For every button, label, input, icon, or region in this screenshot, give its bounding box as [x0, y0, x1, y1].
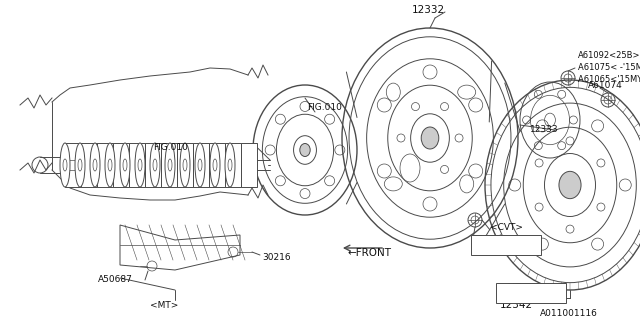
- Ellipse shape: [400, 154, 420, 182]
- Text: ←FRONT: ←FRONT: [348, 248, 392, 258]
- Bar: [177, 143, 193, 187]
- Ellipse shape: [135, 143, 145, 187]
- Ellipse shape: [300, 143, 310, 156]
- Ellipse shape: [105, 143, 115, 187]
- Ellipse shape: [195, 143, 205, 187]
- Bar: [81, 143, 97, 187]
- Text: <MT>: <MT>: [150, 300, 179, 309]
- Bar: [97, 143, 113, 187]
- Ellipse shape: [458, 85, 476, 99]
- Bar: [209, 143, 225, 187]
- Bar: [129, 143, 145, 187]
- Ellipse shape: [225, 143, 235, 187]
- Ellipse shape: [387, 83, 400, 101]
- Text: A61075< -'15MY1412><36D>: A61075< -'15MY1412><36D>: [578, 62, 640, 71]
- Ellipse shape: [421, 127, 439, 149]
- Ellipse shape: [183, 159, 187, 171]
- Text: 12342: 12342: [500, 300, 533, 310]
- Ellipse shape: [213, 159, 217, 171]
- Ellipse shape: [108, 159, 112, 171]
- Text: A61092<25B>: A61092<25B>: [578, 51, 640, 60]
- Ellipse shape: [63, 159, 67, 171]
- Ellipse shape: [78, 159, 82, 171]
- Text: <CVT>: <CVT>: [490, 223, 523, 233]
- FancyBboxPatch shape: [496, 283, 566, 303]
- Ellipse shape: [198, 159, 202, 171]
- Text: A61065<'15MY1501- ><36D>: A61065<'15MY1501- ><36D>: [578, 75, 640, 84]
- Text: 12333: 12333: [530, 125, 559, 134]
- Ellipse shape: [228, 159, 232, 171]
- FancyBboxPatch shape: [471, 235, 541, 255]
- Bar: [225, 143, 241, 187]
- Ellipse shape: [60, 143, 70, 187]
- Ellipse shape: [165, 143, 175, 187]
- Text: A011001116: A011001116: [540, 308, 598, 317]
- Ellipse shape: [123, 159, 127, 171]
- Ellipse shape: [120, 143, 130, 187]
- Text: FIG.010: FIG.010: [307, 103, 342, 113]
- Ellipse shape: [210, 143, 220, 187]
- Bar: [241, 143, 257, 187]
- Ellipse shape: [384, 177, 403, 191]
- Text: <MT>: <MT>: [500, 284, 529, 292]
- Ellipse shape: [460, 175, 474, 193]
- Ellipse shape: [559, 171, 581, 199]
- Text: G21202: G21202: [472, 236, 508, 244]
- Text: 12332: 12332: [412, 5, 445, 15]
- Polygon shape: [120, 225, 240, 270]
- Ellipse shape: [150, 143, 160, 187]
- Ellipse shape: [93, 159, 97, 171]
- Text: 30216: 30216: [262, 252, 291, 261]
- Text: A61074: A61074: [588, 81, 623, 90]
- Bar: [145, 143, 161, 187]
- Text: FIG.010: FIG.010: [153, 143, 188, 153]
- Bar: [193, 143, 209, 187]
- Bar: [161, 143, 177, 187]
- Ellipse shape: [75, 143, 85, 187]
- Bar: [65, 143, 81, 187]
- Bar: [113, 143, 129, 187]
- Ellipse shape: [153, 159, 157, 171]
- Ellipse shape: [180, 143, 190, 187]
- Text: A50687: A50687: [98, 276, 133, 284]
- Ellipse shape: [168, 159, 172, 171]
- Ellipse shape: [138, 159, 142, 171]
- Ellipse shape: [90, 143, 100, 187]
